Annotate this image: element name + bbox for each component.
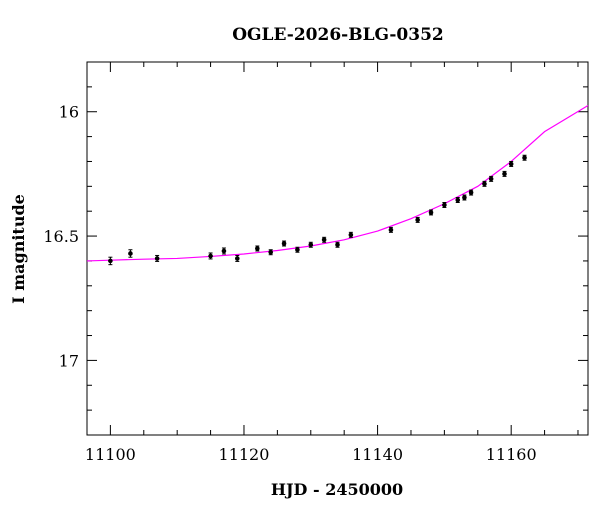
- data-point: [321, 237, 327, 243]
- y-tick-label: 16: [59, 103, 79, 122]
- data-point: [221, 248, 227, 254]
- data-point: [235, 256, 240, 261]
- y-axis-label: I magnitude: [9, 194, 28, 304]
- y-tick-label: 17: [59, 351, 79, 370]
- x-axis-label: HJD - 2450000: [271, 480, 403, 499]
- x-tick-label: 11100: [85, 445, 136, 464]
- data-point: [455, 197, 461, 203]
- data-point: [255, 246, 260, 251]
- chart-title: OGLE-2026-BLG-0352: [232, 25, 444, 45]
- plot-area: 11100 11120 11140 11160 16 16.5 17: [43, 61, 589, 464]
- x-tick-label: 11160: [486, 445, 537, 464]
- data-point: [348, 232, 354, 238]
- data-point: [508, 161, 514, 167]
- data-point: [295, 247, 300, 253]
- data-point: [415, 217, 420, 223]
- data-point: [268, 249, 274, 255]
- data-point: [462, 195, 467, 200]
- plot-frame: [86, 61, 589, 436]
- data-point: [281, 241, 287, 246]
- data-point: [154, 256, 160, 261]
- data-point: [108, 258, 113, 264]
- data-point: [522, 155, 527, 161]
- x-tick-label: 11120: [219, 445, 270, 464]
- y-tick-label: 16.5: [43, 227, 79, 246]
- data-point: [388, 227, 394, 233]
- data-point: [482, 181, 487, 187]
- model-curve: [86, 105, 589, 262]
- data-point: [208, 253, 213, 259]
- x-tick-label: 11140: [352, 445, 403, 464]
- data-point: [128, 251, 133, 256]
- data-point: [488, 176, 494, 182]
- data-point: [502, 171, 507, 177]
- data-point: [308, 242, 314, 248]
- data-point: [335, 242, 340, 248]
- data-point: [428, 210, 434, 215]
- data-point: [442, 202, 447, 208]
- data-point: [468, 190, 474, 195]
